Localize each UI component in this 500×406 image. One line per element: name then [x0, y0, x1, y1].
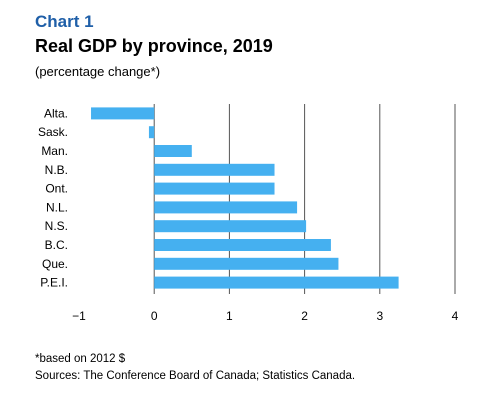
bar: [154, 201, 298, 214]
bar: [154, 163, 275, 176]
category-label: P.E.I.: [40, 276, 68, 290]
bar: [148, 126, 155, 139]
category-label: B.C.: [45, 238, 68, 252]
category-label: Man.: [41, 144, 68, 158]
category-label: Que.: [42, 257, 68, 271]
category-label: Ont.: [45, 182, 68, 196]
category-label: N.B.: [45, 163, 68, 177]
category-label: N.S.: [45, 219, 68, 233]
category-label: N.L.: [46, 200, 68, 214]
chart-title: Real GDP by province, 2019: [35, 36, 273, 56]
x-tick-label: 4: [452, 309, 459, 323]
bar: [154, 145, 192, 157]
x-tick-label: 1: [226, 309, 233, 323]
x-tick-label: 2: [301, 309, 308, 323]
category-label: Alta.: [44, 106, 68, 120]
bar: [154, 276, 399, 289]
bar: [91, 107, 155, 120]
bar: [154, 239, 331, 251]
chart-number: Chart 1: [35, 12, 94, 31]
footnote: *based on 2012 $: [35, 353, 126, 365]
x-tick-label: −1: [72, 309, 86, 323]
bar: [154, 257, 339, 270]
x-tick-label: 3: [376, 309, 383, 323]
chart-subtitle: (percentage change*): [35, 64, 161, 79]
x-tick-label: 0: [151, 309, 158, 323]
bar: [154, 182, 275, 195]
category-label: Sask.: [38, 125, 68, 139]
sources-note: Sources: The Conference Board of Canada;…: [35, 370, 356, 382]
bar: [154, 220, 307, 233]
